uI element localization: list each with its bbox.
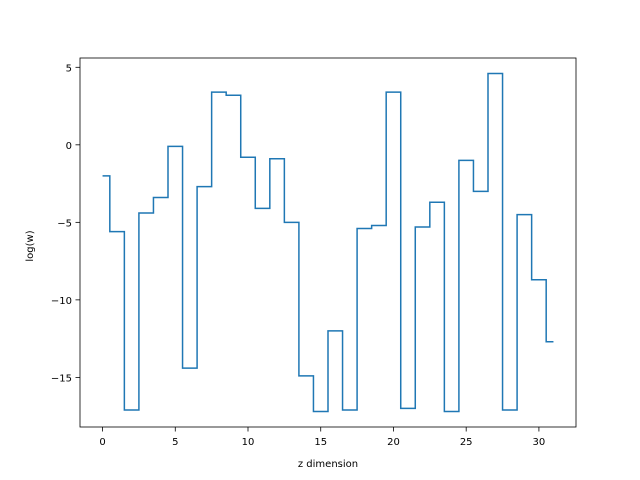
y-tick-label: −5 bbox=[57, 218, 72, 229]
series-step-line bbox=[102, 72, 554, 413]
x-axis-label: z dimension bbox=[298, 459, 358, 470]
plot-frame bbox=[79, 57, 577, 428]
x-tick-label: 20 bbox=[387, 437, 400, 448]
x-tick-label: 25 bbox=[460, 437, 473, 448]
y-tick-label: 5 bbox=[66, 63, 72, 74]
x-tick-label: 0 bbox=[99, 437, 105, 448]
y-tick-label: −10 bbox=[51, 296, 72, 307]
y-tick-label: −15 bbox=[51, 373, 72, 384]
y-axis-label: log(w) bbox=[25, 230, 36, 261]
plot-area bbox=[102, 72, 554, 413]
y-tick-label: 0 bbox=[66, 141, 72, 152]
axes: 0 5 10 15 20 25 30 5 0 −5 −10 −15 bbox=[51, 57, 577, 448]
x-tick-label: 5 bbox=[172, 437, 178, 448]
x-tick-label: 30 bbox=[533, 437, 546, 448]
x-tick-label: 10 bbox=[242, 437, 255, 448]
x-tick-label: 15 bbox=[314, 437, 327, 448]
